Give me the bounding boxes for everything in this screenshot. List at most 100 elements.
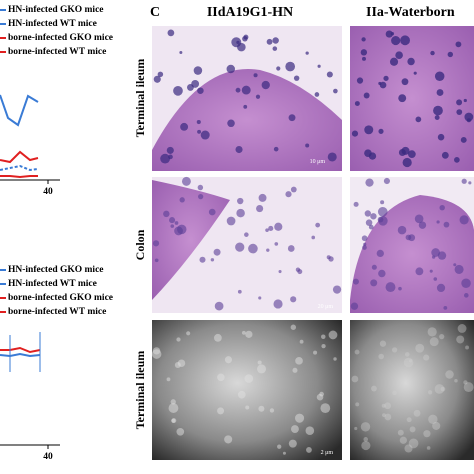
texture — [333, 88, 338, 94]
texture — [468, 181, 472, 185]
texture — [398, 149, 406, 156]
texture — [399, 436, 407, 444]
texture — [197, 129, 202, 134]
texture — [364, 125, 374, 135]
texture — [168, 403, 179, 413]
texture — [418, 221, 427, 229]
texture — [236, 208, 245, 218]
texture — [315, 222, 321, 228]
texture — [176, 427, 185, 436]
texture — [363, 242, 367, 246]
texture — [355, 402, 360, 407]
texture — [456, 109, 463, 115]
texture — [441, 151, 449, 159]
texture — [436, 220, 440, 224]
texture — [415, 267, 424, 276]
texture — [397, 429, 404, 436]
texture — [321, 334, 326, 340]
texture — [276, 66, 281, 71]
texture — [237, 42, 246, 52]
texture — [440, 386, 446, 392]
texture — [258, 296, 262, 300]
texture — [253, 73, 258, 78]
texture — [152, 240, 160, 247]
texture — [364, 210, 371, 217]
texture — [457, 324, 467, 333]
texture — [235, 242, 245, 252]
texture — [287, 245, 295, 252]
texture — [391, 347, 398, 353]
texture — [400, 35, 410, 46]
legend-label: borne-infected WT mice — [8, 47, 106, 57]
legend-label: HN-infected GKO mice — [8, 265, 104, 275]
texture — [237, 289, 242, 294]
texture — [245, 330, 253, 338]
texture — [291, 425, 299, 433]
texture — [217, 407, 225, 415]
texture — [459, 215, 469, 225]
texture — [430, 50, 435, 56]
x-tick-label: 40 — [43, 187, 53, 197]
texture — [154, 258, 159, 263]
texture — [439, 334, 445, 340]
scale-bar-label: 2 μm — [321, 450, 334, 456]
texture — [305, 426, 315, 435]
texture — [224, 356, 233, 364]
texture — [177, 359, 186, 367]
texture — [370, 213, 377, 220]
texture — [282, 451, 286, 455]
texture — [199, 256, 206, 263]
texture — [395, 51, 403, 59]
texture — [261, 80, 270, 90]
texture — [257, 360, 262, 365]
texture — [277, 444, 282, 449]
texture — [437, 251, 447, 260]
texture — [368, 224, 374, 230]
texture — [197, 87, 204, 94]
texture — [278, 269, 282, 274]
texture — [385, 30, 393, 38]
texture — [354, 426, 358, 431]
texture — [456, 99, 463, 106]
micrographs — [151, 26, 474, 460]
texture — [317, 64, 321, 68]
texture — [378, 353, 385, 360]
texture — [197, 184, 204, 191]
texture — [198, 193, 204, 200]
texture — [168, 154, 173, 160]
texture — [408, 359, 413, 363]
texture — [244, 374, 254, 383]
texture — [321, 343, 326, 349]
texture — [370, 279, 378, 287]
texture — [463, 380, 468, 385]
texture — [463, 382, 474, 393]
texture — [407, 150, 416, 159]
texture — [293, 75, 300, 81]
texture — [171, 418, 177, 424]
image — [152, 320, 342, 460]
texture — [272, 46, 278, 51]
texture — [235, 145, 243, 154]
texture — [406, 417, 412, 423]
texture — [326, 255, 331, 260]
texture — [397, 225, 407, 235]
texture — [179, 197, 185, 203]
texture — [439, 205, 445, 211]
texture — [423, 430, 431, 438]
texture — [169, 217, 176, 224]
texture — [405, 234, 412, 241]
panel-label: C — [150, 5, 160, 20]
legend-label: HN-infected GKO mice — [8, 5, 104, 15]
texture — [354, 101, 360, 107]
texture — [258, 193, 267, 202]
texture — [299, 339, 304, 344]
texture — [243, 104, 248, 109]
texture — [378, 128, 384, 134]
legend-label: HN-infected WT mice — [8, 19, 97, 29]
plot-bottom — [0, 332, 60, 449]
texture — [328, 330, 338, 340]
texture — [244, 232, 249, 237]
texture — [404, 352, 410, 357]
scale-bar-label: 20 μm — [318, 304, 334, 310]
texture — [258, 405, 265, 412]
